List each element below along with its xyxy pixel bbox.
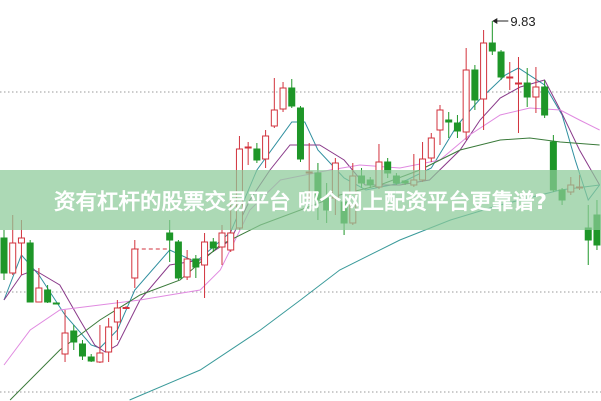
candle-body [192,258,200,268]
moving-average-line [3,67,600,349]
candle-up [61,310,69,362]
candle-up [480,30,488,130]
candle-up [131,240,139,288]
candle-body [541,86,549,116]
candle-body [0,237,8,274]
candle-down [253,143,261,163]
candle-up [105,318,113,362]
candle-up [244,142,252,165]
candle-up [462,48,470,140]
candle-up [279,82,287,112]
candle-body [122,307,130,309]
candle-body [244,146,252,149]
candle-body [35,287,43,303]
title-banner: 资有杠杆的股票交易平台 哪个网上配资平台更靠谱? [0,170,601,230]
candle-body [105,326,113,353]
candle-up [532,67,540,113]
candle-body [61,332,69,355]
candle-up [506,62,514,90]
candle-body [436,109,444,131]
candle-body [70,330,78,343]
candle-down [78,340,86,360]
candle-down [488,21,496,55]
candle-body [523,82,531,98]
candle-body [166,232,174,241]
candle-body [52,302,60,305]
candle-down [541,80,549,118]
candle-body [471,69,479,101]
candle-down [87,354,95,362]
candle-body [296,107,304,160]
candle-body [174,241,182,279]
candle-up [262,130,270,168]
candle-body [183,258,191,278]
candle-body [488,42,496,52]
candle-body [532,86,540,98]
candle-down [44,285,52,303]
candle-body [270,109,278,127]
banner-title: 资有杠杆的股票交易平台 哪个网上配资平台更靠谱? [54,189,547,215]
candle-body [209,241,217,249]
moving-average-line [3,79,601,353]
candle-body [480,42,488,100]
candle-body [26,242,34,303]
candle-body [17,237,25,244]
candle-down [0,230,8,280]
candle-body [44,289,52,303]
candle-up [35,268,43,303]
candle-down [523,68,531,107]
candle-down [296,106,304,162]
candle-body [131,248,139,279]
candle-up [436,105,444,145]
candle-body [427,137,435,159]
candle-up [122,306,130,309]
candle-up [514,57,522,133]
candle-up [427,133,435,162]
candle-down [445,112,453,138]
candle-body [497,51,505,78]
candle-body [453,122,461,132]
candle-down [174,240,182,280]
candle-up [96,325,104,363]
candle-body [87,356,95,362]
candle-body [288,87,296,107]
candle-down [471,65,479,110]
candle-down [70,325,78,350]
candle-body [279,87,287,110]
candle-down [26,240,34,303]
candle-body [506,76,514,79]
candle-down [497,50,505,80]
annotations: 9.83 [492,14,536,29]
candle-up [201,233,209,298]
candle-body [227,232,235,251]
peak-price-label: 9.83 [510,14,535,29]
candle-body [218,232,226,248]
candle-up [270,78,278,128]
candle-body [9,242,17,274]
candle-body [78,343,86,357]
candle-up [183,250,191,280]
candle-body [253,148,261,161]
gridlines [0,91,601,393]
candle-up [113,300,121,340]
candle-body [201,241,209,266]
candle-down [453,115,461,138]
arrow-head-icon [492,18,498,24]
candle-down [288,79,296,108]
candle-down [209,238,217,252]
candle-body [96,352,104,363]
candle-down [52,302,60,305]
candle-body [445,119,453,123]
candle-body [514,82,522,85]
candle-body [113,307,121,323]
candle-up [218,225,226,265]
candle-body [462,69,470,133]
candle-body [262,135,270,160]
candle-down [192,255,200,278]
